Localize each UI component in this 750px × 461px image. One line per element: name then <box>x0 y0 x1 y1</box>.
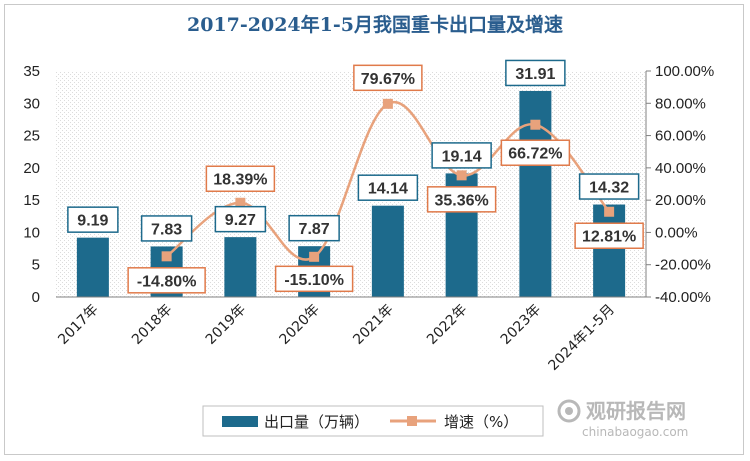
growth-value-label-box <box>426 186 497 213</box>
bar-value-label: 9.19 <box>77 213 108 230</box>
right-tick-label: 40.00% <box>655 160 706 177</box>
left-tick-label: 5 <box>32 257 40 274</box>
bar <box>593 204 626 297</box>
right-tick-label: -20.00% <box>655 257 711 274</box>
growth-value-label-box <box>205 165 276 192</box>
x-tick-label: 2020年 <box>277 302 323 348</box>
bar-value-label-box <box>505 59 566 87</box>
growth-value-label: 12.81% <box>582 229 636 246</box>
right-tick-label: 100.00% <box>655 63 714 80</box>
growth-value-label: -15.10% <box>284 272 344 289</box>
bar-value-label-box <box>67 206 119 233</box>
x-tick-label: 2021年 <box>350 302 396 348</box>
legend-line-marker <box>407 416 417 426</box>
bar-value-label-box <box>288 214 340 242</box>
watermark-en: chinabaogao.com <box>582 425 688 439</box>
data-labels: 9.19 7.83 9.27 7.87 14.14 19.14 31.91 14.32 -14.… <box>67 59 644 294</box>
left-tick-label: 20 <box>23 160 40 177</box>
chart-title: 2017-2024年1-5月我国重卡出口量及增速 <box>187 14 563 36</box>
left-tick-label: 10 <box>23 224 40 241</box>
left-tick-label: 35 <box>23 63 40 80</box>
plot-area <box>56 71 646 297</box>
x-tick-label: 2017年 <box>55 302 101 348</box>
growth-value-label-box <box>127 267 206 294</box>
x-tick-label: 2019年 <box>203 302 249 348</box>
bar-value-label: 14.14 <box>368 181 408 198</box>
right-tick-label: 20.00% <box>655 192 706 209</box>
line-point <box>382 98 393 109</box>
growth-value-label: 18.39% <box>213 172 267 189</box>
bar <box>224 237 257 297</box>
watermark-cn: 观研报告网 <box>586 399 686 423</box>
bar-value-label-box <box>578 173 640 200</box>
x-tick-label: 2022年 <box>424 302 470 348</box>
right-tick-label: 80.00% <box>655 95 706 112</box>
bar-value-label: 31.91 <box>515 66 555 83</box>
legend: 出口量（万辆） 增速（%） <box>202 405 544 437</box>
growth-value-label: 79.67% <box>361 71 415 88</box>
x-tick-label: 2023年 <box>498 302 544 348</box>
bar-value-label: 19.14 <box>442 148 482 165</box>
growth-value-label: 66.72% <box>508 146 562 163</box>
legend-bar-swatch <box>222 416 258 427</box>
x-tick-label: 2018年 <box>129 302 175 348</box>
line-point <box>604 206 615 217</box>
growth-value-label-box <box>574 222 644 249</box>
bar-value-label: 7.83 <box>151 221 182 238</box>
bar-value-label: 14.32 <box>589 180 629 197</box>
left-tick-label: 0 <box>32 289 40 306</box>
legend-line-label: 增速（%） <box>444 413 518 431</box>
growth-value-label: 35.36% <box>434 192 488 209</box>
bar-value-label-box <box>214 205 267 233</box>
right-tick-label: 60.00% <box>655 128 706 145</box>
line-point <box>456 170 467 181</box>
left-axis: 0 5 10 15 20 25 30 35 <box>23 63 40 306</box>
right-tick-label: -40.00% <box>655 289 711 306</box>
line-point <box>309 251 320 262</box>
bar-value-label: 9.27 <box>225 212 256 229</box>
watermark: 观研报告网 chinabaogao.com <box>557 399 688 439</box>
bar-value-label: 7.87 <box>299 221 330 238</box>
bar-value-label-box <box>431 142 492 169</box>
line-point <box>235 197 246 208</box>
line-point <box>161 251 172 262</box>
x-axis: 2017年 2018年 2019年 2020年 2021年 2022年 2023年 2024年… <box>55 296 646 374</box>
x-tick-label: 2024年1-5月 <box>545 302 617 374</box>
growth-value-label-box <box>500 139 571 166</box>
right-tick-label: 0.00% <box>655 224 698 241</box>
legend-bar-label: 出口量（万辆） <box>264 413 369 431</box>
bar-value-label-box <box>140 215 193 242</box>
left-tick-label: 25 <box>23 128 40 145</box>
bar <box>76 237 109 297</box>
line-point <box>530 119 541 130</box>
bar-value-label-box <box>357 174 419 201</box>
left-tick-label: 30 <box>23 95 40 112</box>
line-series <box>161 98 615 262</box>
growth-value-label-box <box>274 265 354 293</box>
growth-value-label-box <box>353 64 423 92</box>
right-axis: -40.00% -20.00% 0.00% 20.00% 40.00% 60.00% 80.… <box>645 63 714 306</box>
growth-value-label: -14.80% <box>137 273 197 290</box>
left-tick-label: 15 <box>23 192 40 209</box>
bar <box>371 205 404 297</box>
watermark-logo-icon <box>557 399 581 423</box>
